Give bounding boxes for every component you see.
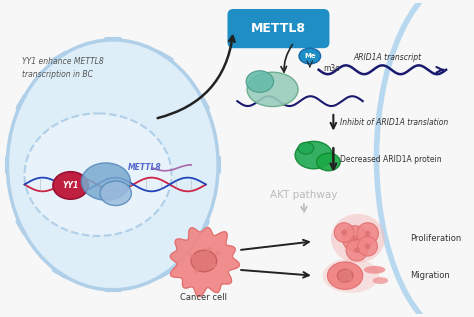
Ellipse shape (328, 262, 363, 289)
Ellipse shape (317, 153, 340, 171)
Circle shape (211, 263, 216, 268)
Text: ARID1A transcript: ARID1A transcript (353, 53, 421, 62)
Circle shape (346, 239, 368, 261)
Text: Inhibit of ARID1A translation: Inhibit of ARID1A translation (340, 118, 448, 127)
Text: YY1 enhance METTL8
transcription in BC: YY1 enhance METTL8 transcription in BC (22, 57, 103, 79)
Text: METTL8: METTL8 (128, 163, 162, 172)
Circle shape (215, 251, 220, 256)
Ellipse shape (8, 40, 218, 290)
Ellipse shape (331, 214, 385, 263)
Ellipse shape (100, 181, 131, 205)
FancyBboxPatch shape (228, 9, 329, 48)
Circle shape (349, 278, 353, 281)
Circle shape (341, 230, 347, 236)
Text: Me: Me (304, 53, 316, 59)
Ellipse shape (364, 266, 385, 274)
Ellipse shape (295, 141, 332, 169)
Circle shape (194, 268, 199, 273)
Text: Cancer cell: Cancer cell (181, 293, 228, 302)
Ellipse shape (82, 163, 130, 200)
Ellipse shape (299, 48, 320, 64)
Circle shape (334, 223, 354, 242)
Circle shape (338, 280, 342, 283)
Text: YY1: YY1 (63, 181, 79, 190)
Polygon shape (170, 228, 239, 297)
Circle shape (354, 247, 360, 253)
Circle shape (358, 236, 377, 256)
Circle shape (206, 247, 211, 252)
Text: Proliferation: Proliferation (410, 234, 461, 243)
Circle shape (342, 226, 368, 251)
Circle shape (357, 223, 378, 244)
Circle shape (365, 230, 371, 236)
Ellipse shape (247, 72, 298, 107)
Text: Migration: Migration (410, 271, 449, 280)
Circle shape (190, 254, 195, 258)
Ellipse shape (298, 142, 314, 154)
Text: AKT pathway: AKT pathway (270, 190, 337, 200)
Text: METTL8: METTL8 (251, 22, 306, 35)
Text: m3c: m3c (324, 64, 340, 73)
Ellipse shape (246, 71, 273, 92)
Ellipse shape (53, 172, 88, 199)
Ellipse shape (191, 250, 217, 272)
Ellipse shape (337, 269, 353, 282)
Ellipse shape (25, 113, 172, 236)
Circle shape (347, 269, 351, 273)
Circle shape (365, 243, 371, 249)
Circle shape (352, 236, 358, 241)
Ellipse shape (373, 277, 388, 284)
Text: Decreased ARID1A protein: Decreased ARID1A protein (340, 155, 442, 165)
Ellipse shape (323, 258, 379, 293)
